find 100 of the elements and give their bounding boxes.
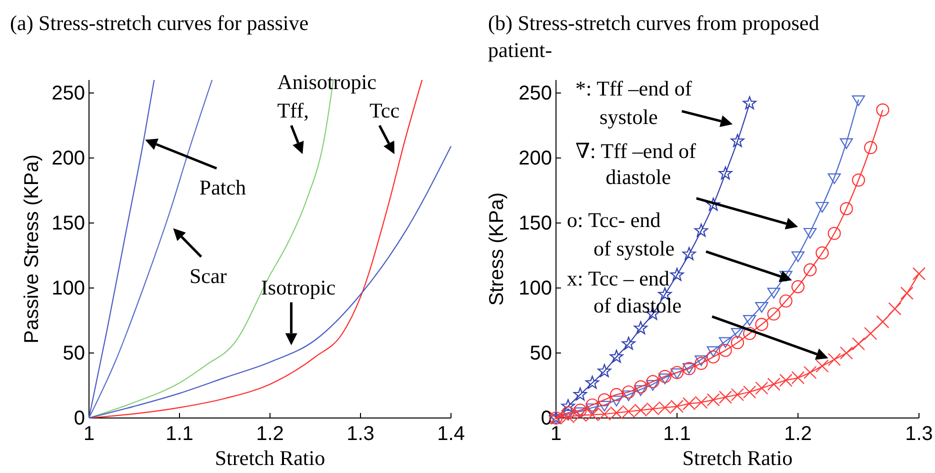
point bbox=[670, 268, 684, 281]
point bbox=[767, 378, 780, 391]
point bbox=[718, 337, 732, 348]
point bbox=[876, 103, 890, 116]
x-tick-label: 1.1 bbox=[166, 423, 194, 446]
point bbox=[610, 350, 624, 363]
point bbox=[804, 228, 817, 239]
y-tick-label: 200 bbox=[518, 147, 552, 170]
point bbox=[840, 202, 853, 216]
point bbox=[852, 337, 866, 350]
point bbox=[791, 280, 805, 294]
point bbox=[779, 294, 792, 308]
annotation: Isotropic bbox=[260, 276, 336, 300]
point bbox=[804, 366, 817, 380]
point bbox=[694, 356, 708, 370]
point bbox=[755, 318, 768, 331]
point bbox=[658, 374, 672, 384]
x-tick-label: 1.1 bbox=[663, 423, 691, 446]
point bbox=[694, 224, 708, 237]
chart-title: (b) Stress-stretch curves from proposed patient- bbox=[488, 11, 820, 62]
point bbox=[876, 315, 890, 328]
point bbox=[718, 344, 732, 357]
point bbox=[573, 387, 588, 400]
point bbox=[743, 326, 756, 340]
point bbox=[852, 174, 866, 187]
point bbox=[622, 390, 636, 402]
point bbox=[586, 403, 599, 414]
point bbox=[912, 267, 926, 280]
point bbox=[585, 376, 600, 389]
point bbox=[670, 368, 684, 380]
point bbox=[804, 263, 817, 276]
point bbox=[646, 380, 660, 391]
y-tick-label: 50 bbox=[530, 342, 552, 364]
point bbox=[828, 352, 841, 366]
point bbox=[743, 315, 756, 326]
x-tick-label: 1 bbox=[550, 423, 562, 446]
point bbox=[598, 393, 611, 406]
point bbox=[767, 288, 780, 298]
point bbox=[767, 307, 780, 321]
point bbox=[888, 302, 902, 316]
x-axis-title: Stretch Ratio bbox=[682, 446, 793, 470]
point bbox=[730, 328, 744, 339]
point bbox=[755, 302, 768, 313]
annotation: Scar bbox=[189, 264, 227, 288]
point bbox=[791, 251, 805, 262]
point bbox=[900, 286, 914, 300]
annotation: Patch bbox=[199, 175, 247, 200]
point bbox=[682, 247, 696, 260]
point bbox=[816, 246, 829, 260]
point bbox=[622, 385, 636, 399]
y-axis-title: Passive Stress (KPa) bbox=[21, 154, 43, 344]
y-tick-label: 100 bbox=[518, 277, 552, 300]
annotation: *: Tff –end of systole bbox=[575, 76, 692, 130]
point bbox=[634, 385, 648, 396]
point bbox=[718, 166, 732, 180]
point bbox=[658, 370, 672, 383]
x-tick-label: 1.2 bbox=[256, 423, 284, 446]
annotation: ∇: Tff –end of diastole bbox=[575, 139, 696, 189]
y-tick-label: 250 bbox=[518, 82, 552, 104]
point bbox=[828, 226, 841, 240]
point bbox=[561, 399, 575, 412]
point bbox=[840, 346, 853, 360]
point bbox=[828, 173, 841, 184]
point bbox=[755, 382, 768, 395]
y-tick-label: 100 bbox=[52, 277, 85, 300]
point bbox=[742, 96, 756, 110]
y-tick-label: 150 bbox=[52, 212, 85, 234]
point bbox=[574, 404, 587, 417]
point bbox=[670, 366, 684, 380]
point bbox=[586, 398, 599, 412]
point bbox=[622, 336, 636, 350]
x-tick-label: 1.3 bbox=[346, 423, 374, 446]
point bbox=[852, 95, 866, 106]
point bbox=[610, 388, 624, 402]
y-tick-label: 50 bbox=[62, 342, 85, 364]
x-tick-label: 1.4 bbox=[437, 423, 465, 446]
y-axis-title: Stress (KPa) bbox=[486, 192, 508, 306]
point bbox=[706, 350, 720, 364]
y-tick-label: 250 bbox=[52, 82, 85, 104]
point bbox=[706, 346, 720, 357]
point bbox=[706, 198, 720, 211]
point bbox=[864, 326, 878, 340]
point bbox=[816, 359, 829, 373]
chart-title: (a) Stress-stretch curves for passive bbox=[10, 11, 309, 35]
point bbox=[634, 380, 648, 394]
y-tick-label: 200 bbox=[52, 147, 85, 170]
point bbox=[646, 375, 660, 388]
x-axis-title: Stretch Ratio bbox=[214, 446, 326, 470]
x-tick-label: 1 bbox=[83, 423, 95, 446]
point bbox=[574, 407, 587, 418]
point bbox=[730, 336, 744, 350]
point bbox=[598, 364, 612, 378]
annotation: Tcc bbox=[370, 98, 400, 123]
point bbox=[610, 396, 624, 406]
point bbox=[694, 355, 708, 366]
y-tick-label: 0 bbox=[74, 407, 85, 430]
point bbox=[864, 141, 878, 154]
x-tick-label: 1.2 bbox=[784, 423, 812, 446]
point bbox=[598, 400, 611, 412]
x-tick-label: 1.3 bbox=[905, 423, 933, 446]
